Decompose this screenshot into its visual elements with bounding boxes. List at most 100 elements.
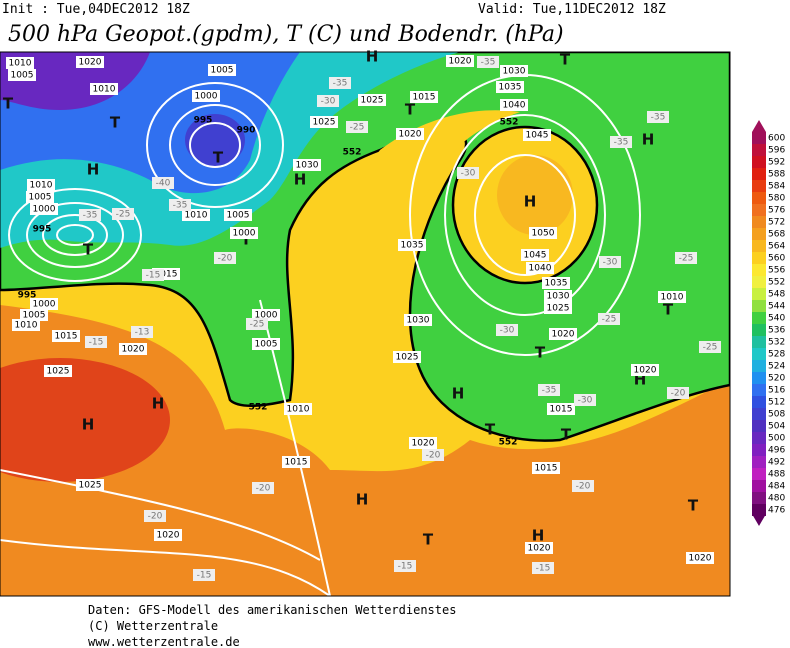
isobar-label: 1015 — [413, 93, 436, 103]
colorbar-label: 476 — [768, 506, 785, 516]
label-box — [346, 121, 368, 133]
label-box — [658, 291, 686, 303]
isobar-label: 1025 — [361, 96, 384, 106]
label-box — [182, 209, 210, 221]
colorbar-swatch — [752, 468, 766, 480]
label-box — [79, 209, 101, 221]
isobar-label: 1040 — [529, 264, 552, 274]
isobar-label: 1015 — [535, 464, 558, 474]
label-box — [284, 403, 312, 415]
colorbar-swatch — [752, 240, 766, 252]
isobar-label: 1020 — [157, 531, 180, 541]
geopotential-label: 995 — [33, 225, 52, 235]
colorbar-swatch — [752, 144, 766, 156]
label-box — [293, 159, 321, 171]
label-box — [131, 326, 153, 338]
map-frame — [0, 51, 731, 597]
label-box — [76, 56, 104, 68]
label-box — [500, 65, 528, 77]
isobar-label: 1025 — [396, 353, 419, 363]
isobar-label: 1000 — [33, 205, 56, 215]
label-box — [142, 269, 164, 281]
footer-line: www.wetterzentrale.de — [88, 635, 240, 648]
temperature-label: -30 — [321, 97, 336, 107]
isobar-label: 1020 — [528, 544, 551, 554]
colorbar-swatch — [752, 276, 766, 288]
colorbar-swatch — [752, 216, 766, 228]
red-field — [0, 358, 170, 482]
isobar-label: 1010 — [287, 405, 310, 415]
temperature-label: -35 — [173, 201, 188, 211]
colorbar-label: 596 — [768, 146, 785, 156]
pressure-center: T — [485, 421, 496, 439]
label-box — [282, 456, 310, 468]
label-box — [52, 330, 80, 342]
isobar-label: 1020 — [634, 366, 657, 376]
isobar-label: 1035 — [499, 83, 522, 93]
isobar-label: 1020 — [552, 330, 575, 340]
label-box — [477, 56, 499, 68]
label-box — [44, 365, 72, 377]
isobar-label: 1030 — [407, 316, 430, 326]
label-box — [572, 480, 594, 492]
label-box — [30, 203, 58, 215]
geopotential-label: 995 — [18, 291, 37, 301]
colorbar-label: 520 — [768, 374, 785, 384]
pressure-center: H — [366, 48, 379, 66]
temperature-label: -35 — [542, 386, 557, 396]
temperature-label: -25 — [250, 320, 265, 330]
label-box — [496, 324, 518, 336]
label-box — [329, 77, 351, 89]
colorbar-label: 528 — [768, 350, 785, 360]
temperature-label: -20 — [576, 482, 591, 492]
label-box — [6, 57, 34, 69]
colorbar-swatch — [752, 324, 766, 336]
pressure-center: T — [663, 301, 674, 319]
isobar-label: 1005 — [29, 193, 52, 203]
colorbar-label: 508 — [768, 410, 785, 420]
isobar-label: 1030 — [503, 67, 526, 77]
isobar-label: 1045 — [524, 251, 547, 261]
colorbar-label: 588 — [768, 170, 785, 180]
label-box — [549, 328, 577, 340]
isobar-label: 1000 — [195, 92, 218, 102]
isobar-label: 1005 — [23, 311, 46, 321]
label-box — [169, 199, 191, 211]
temperature-label: -35 — [614, 138, 629, 148]
colorbar-swatch — [752, 348, 766, 360]
label-box — [610, 136, 632, 148]
label-box — [30, 298, 58, 310]
pressure-center: T — [3, 95, 14, 113]
isobar-label: 1005 — [255, 340, 278, 350]
label-box — [699, 341, 721, 353]
colorbar-swatch — [752, 264, 766, 276]
temperature-label: -25 — [350, 123, 365, 133]
colorbar-label: 500 — [768, 434, 785, 444]
label-box — [230, 227, 258, 239]
pressure-center: T — [561, 426, 572, 444]
colorbar-label: 556 — [768, 266, 785, 276]
isobar-label: 1050 — [532, 229, 555, 239]
temperature-label: -25 — [116, 210, 131, 220]
colorbar-label: 568 — [768, 230, 785, 240]
label-box — [310, 116, 338, 128]
colorbar-swatch — [752, 408, 766, 420]
pressure-center: H — [82, 416, 95, 434]
label-box — [686, 552, 714, 564]
label-box — [422, 449, 444, 461]
isobar-label: 1025 — [313, 118, 336, 128]
label-box — [192, 90, 220, 102]
label-box — [119, 343, 147, 355]
colorbar-label: 544 — [768, 302, 785, 312]
label-box — [544, 302, 572, 314]
label-box — [500, 99, 528, 111]
isobar-label: 1010 — [185, 211, 208, 221]
isobar-label: 1005 — [11, 71, 34, 81]
map-field — [0, 52, 730, 596]
label-box — [598, 313, 620, 325]
temperature-label: -35 — [333, 79, 348, 89]
colorbar-bottom — [752, 514, 766, 526]
footer-line: (C) Wetterzentrale — [88, 619, 218, 633]
temperature-label: -15 — [146, 271, 161, 281]
